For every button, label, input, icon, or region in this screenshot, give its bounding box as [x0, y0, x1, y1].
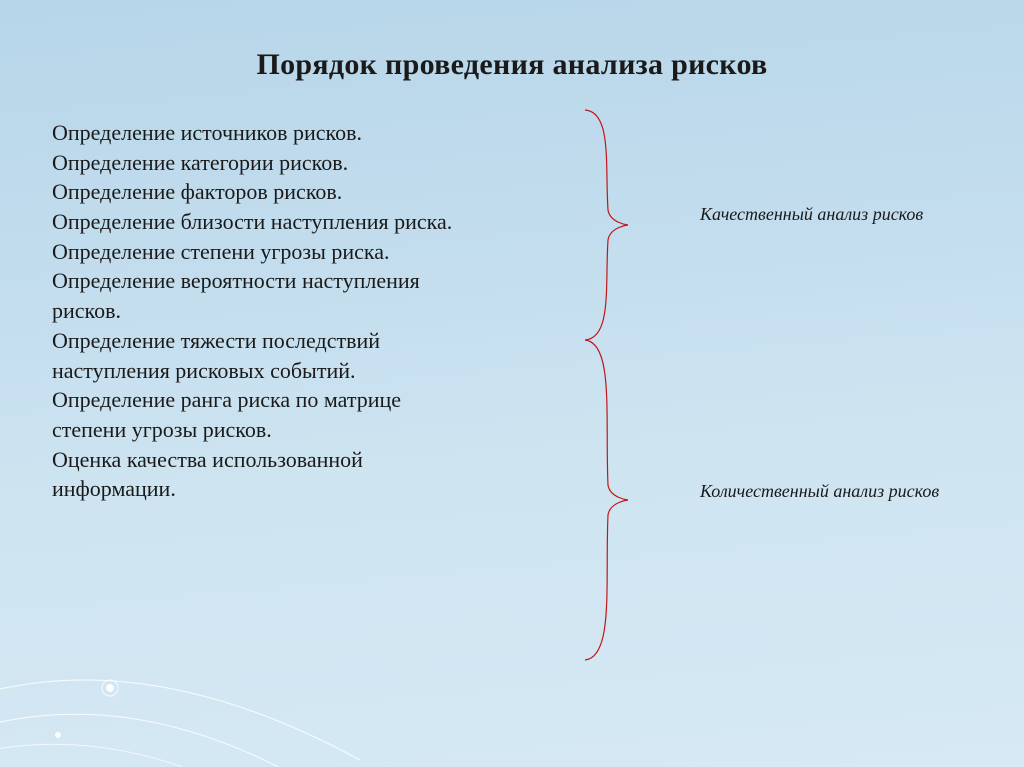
body-item: Оценка качества использованной информаци… [52, 445, 472, 504]
body-item: Определение вероятности наступления риск… [52, 266, 472, 325]
label-qualitative: Качественный анализ рисков [700, 196, 923, 232]
slide: Порядок проведения анализа рисков Опреде… [0, 0, 1024, 767]
label-quantitative: Количественный анализ рисков [700, 473, 939, 509]
body-item: Определение факторов рисков. [52, 177, 472, 207]
body-item: Определение категории рисков. [52, 148, 472, 178]
body-item: Определение ранга риска по матрице степе… [52, 385, 472, 444]
brace-icon [580, 110, 640, 340]
body-item: Определение степени угрозы риска. [52, 237, 472, 267]
body-item: Определение тяжести последствий наступле… [52, 326, 472, 385]
body-item: Определение источников рисков. [52, 118, 472, 148]
brace-icon [580, 340, 640, 660]
body-item: Определение близости наступления риска. [52, 207, 472, 237]
slide-title: Порядок проведения анализа рисков [0, 48, 1024, 82]
body-text: Определение источников рисков. Определен… [52, 118, 472, 504]
